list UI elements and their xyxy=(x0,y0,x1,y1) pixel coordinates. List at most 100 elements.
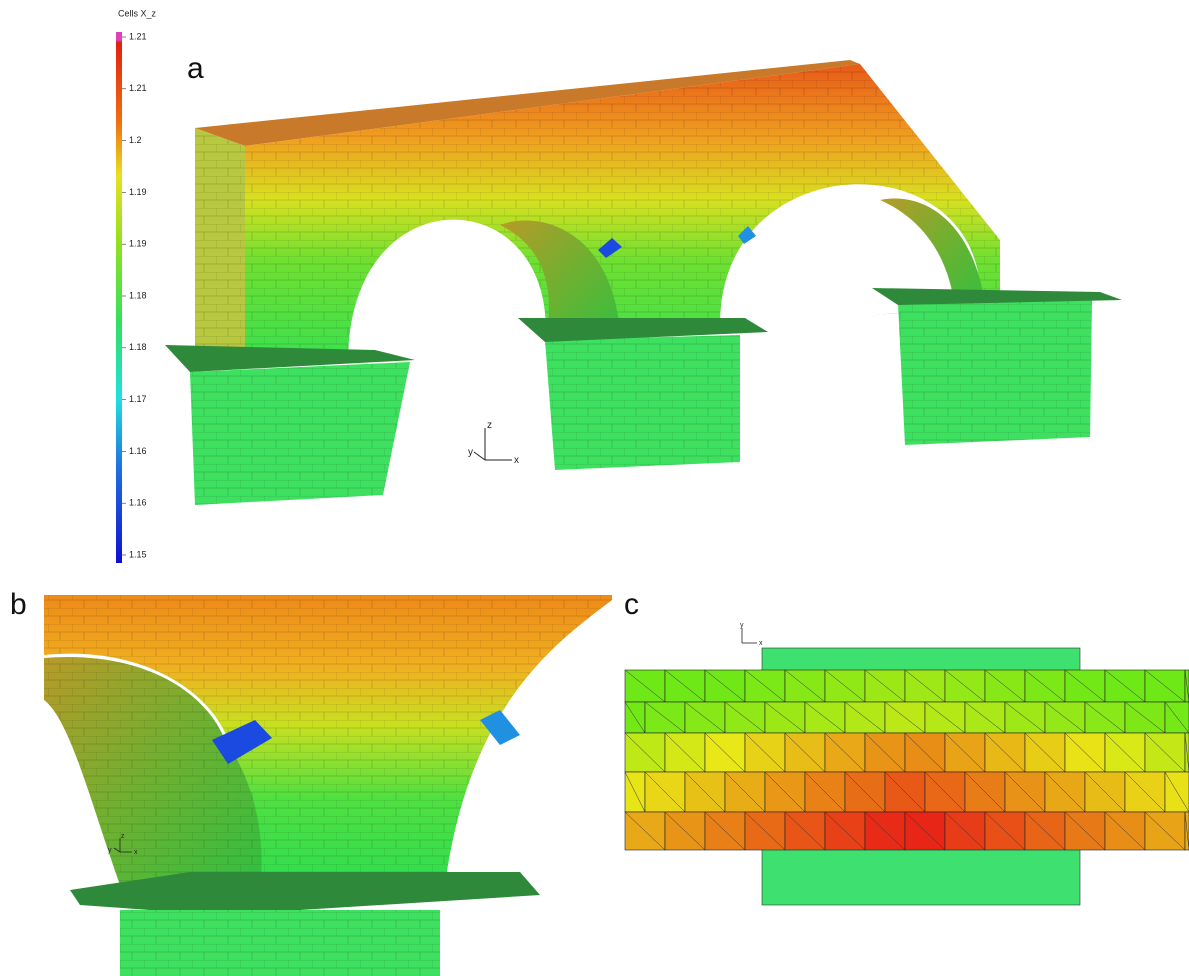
cell-edge xyxy=(664,732,706,773)
arch-intrados xyxy=(880,198,985,310)
cell-edge xyxy=(844,771,886,813)
cell-edge xyxy=(884,701,926,734)
pier-bricks xyxy=(190,362,410,505)
colorbar-ticks: 1.21 1.21 1.2 1.19 1.19 1.18 1.18 1.17 1.16 1.16 1… xyxy=(122,31,147,559)
colorbar-tick-label: 1.18 xyxy=(129,290,147,300)
colorbar-tick-label: 1.21 xyxy=(129,31,147,41)
cell-edge xyxy=(904,732,946,773)
colorbar-tick-label: 1.16 xyxy=(129,446,147,456)
colorbar-tick-label: 1.15 xyxy=(129,549,147,559)
cell-edge xyxy=(804,701,846,734)
cell-edge xyxy=(824,811,866,851)
cell-edge xyxy=(1164,771,1189,813)
cell-edge xyxy=(724,771,766,813)
cell-edge xyxy=(864,811,906,851)
cell-edge xyxy=(664,811,706,851)
cell-edge xyxy=(684,701,726,734)
cell-edge xyxy=(944,811,986,851)
cell-edge xyxy=(844,701,886,734)
cell-edge xyxy=(784,732,826,773)
colorbar-title: Cells X_z xyxy=(118,8,157,18)
cell-edge xyxy=(944,732,986,773)
cell-edge xyxy=(1104,811,1146,851)
axis-label: y xyxy=(108,847,112,854)
cell-edge xyxy=(624,811,666,851)
cell-edge xyxy=(1084,771,1126,813)
cell-edge xyxy=(1184,669,1189,703)
cell-edge xyxy=(904,669,946,703)
top-slab xyxy=(761,647,1081,673)
axis-label: x xyxy=(759,640,763,647)
cell-edge xyxy=(944,669,986,703)
colorbar-tick-label: 1.16 xyxy=(129,498,147,508)
cell-edge xyxy=(1024,732,1066,773)
cell-edge xyxy=(1184,732,1189,773)
cell-edge xyxy=(804,771,846,813)
cell-edge xyxy=(784,669,826,703)
cell-edge xyxy=(1104,732,1146,773)
cell-edge xyxy=(1144,732,1186,773)
pier-cap xyxy=(518,318,768,342)
axis-label: x xyxy=(134,849,138,856)
cell-edge xyxy=(624,732,666,773)
cell-edge xyxy=(1004,701,1046,734)
cell-edge xyxy=(704,669,746,703)
cell-edge xyxy=(1164,701,1189,734)
colorbar-tick-label: 1.19 xyxy=(129,187,147,197)
cell-edge xyxy=(744,811,786,851)
cell-edge xyxy=(644,701,686,734)
colorbar-tick-label: 1.18 xyxy=(129,342,147,352)
cell-edge xyxy=(1024,811,1066,851)
cell-edge xyxy=(644,771,686,813)
cell-edge xyxy=(964,701,1006,734)
cell-edge xyxy=(624,669,666,703)
cell-edge xyxy=(924,701,966,734)
pier-cap xyxy=(165,345,415,372)
cell-edge xyxy=(1044,771,1086,813)
pier-bricks xyxy=(545,335,740,470)
colorbar-tick-label: 1.2 xyxy=(129,135,142,145)
axis-label: x xyxy=(514,455,519,466)
panel-label: a xyxy=(187,52,204,85)
cell-edge xyxy=(664,669,706,703)
cell-edge xyxy=(704,732,746,773)
cell-edge xyxy=(1064,669,1106,703)
cell-edge xyxy=(764,701,806,734)
cell-edge xyxy=(764,771,806,813)
cell-edge xyxy=(624,771,646,813)
arch-opening xyxy=(348,219,546,362)
arch-detail xyxy=(44,595,612,976)
cell-edge xyxy=(984,811,1026,851)
cell-edge xyxy=(864,732,906,773)
cell-edge xyxy=(744,669,786,703)
cell-edge xyxy=(1024,669,1066,703)
deck-top xyxy=(195,60,860,146)
cell-grid xyxy=(624,669,1189,851)
panel-label: b xyxy=(10,588,27,621)
cell-edge xyxy=(1104,669,1146,703)
axis-label: z xyxy=(121,833,125,840)
cell-edge xyxy=(824,732,866,773)
cell-edge xyxy=(1064,811,1106,851)
bottom-slab xyxy=(761,847,1081,906)
colorbar-tick-label: 1.17 xyxy=(129,394,147,404)
cell-edge xyxy=(904,811,946,851)
cell-edge xyxy=(724,701,766,734)
cell-edge xyxy=(784,811,826,851)
axis-label: z xyxy=(487,420,492,431)
cell-edge xyxy=(1064,732,1106,773)
cell-edge xyxy=(924,771,966,813)
cell-edge xyxy=(1124,771,1166,813)
colorbar xyxy=(116,32,122,563)
pier-cap xyxy=(872,288,1122,305)
colorbar-tick-label: 1.21 xyxy=(129,83,147,93)
cell-edge xyxy=(1004,771,1046,813)
cell-edge xyxy=(824,669,866,703)
cell-edge xyxy=(1124,701,1166,734)
arch-intrados xyxy=(500,220,620,345)
cell-edge xyxy=(1184,811,1189,851)
panel-label: c xyxy=(624,588,639,621)
cell-edge xyxy=(684,771,726,813)
joint xyxy=(598,238,622,258)
